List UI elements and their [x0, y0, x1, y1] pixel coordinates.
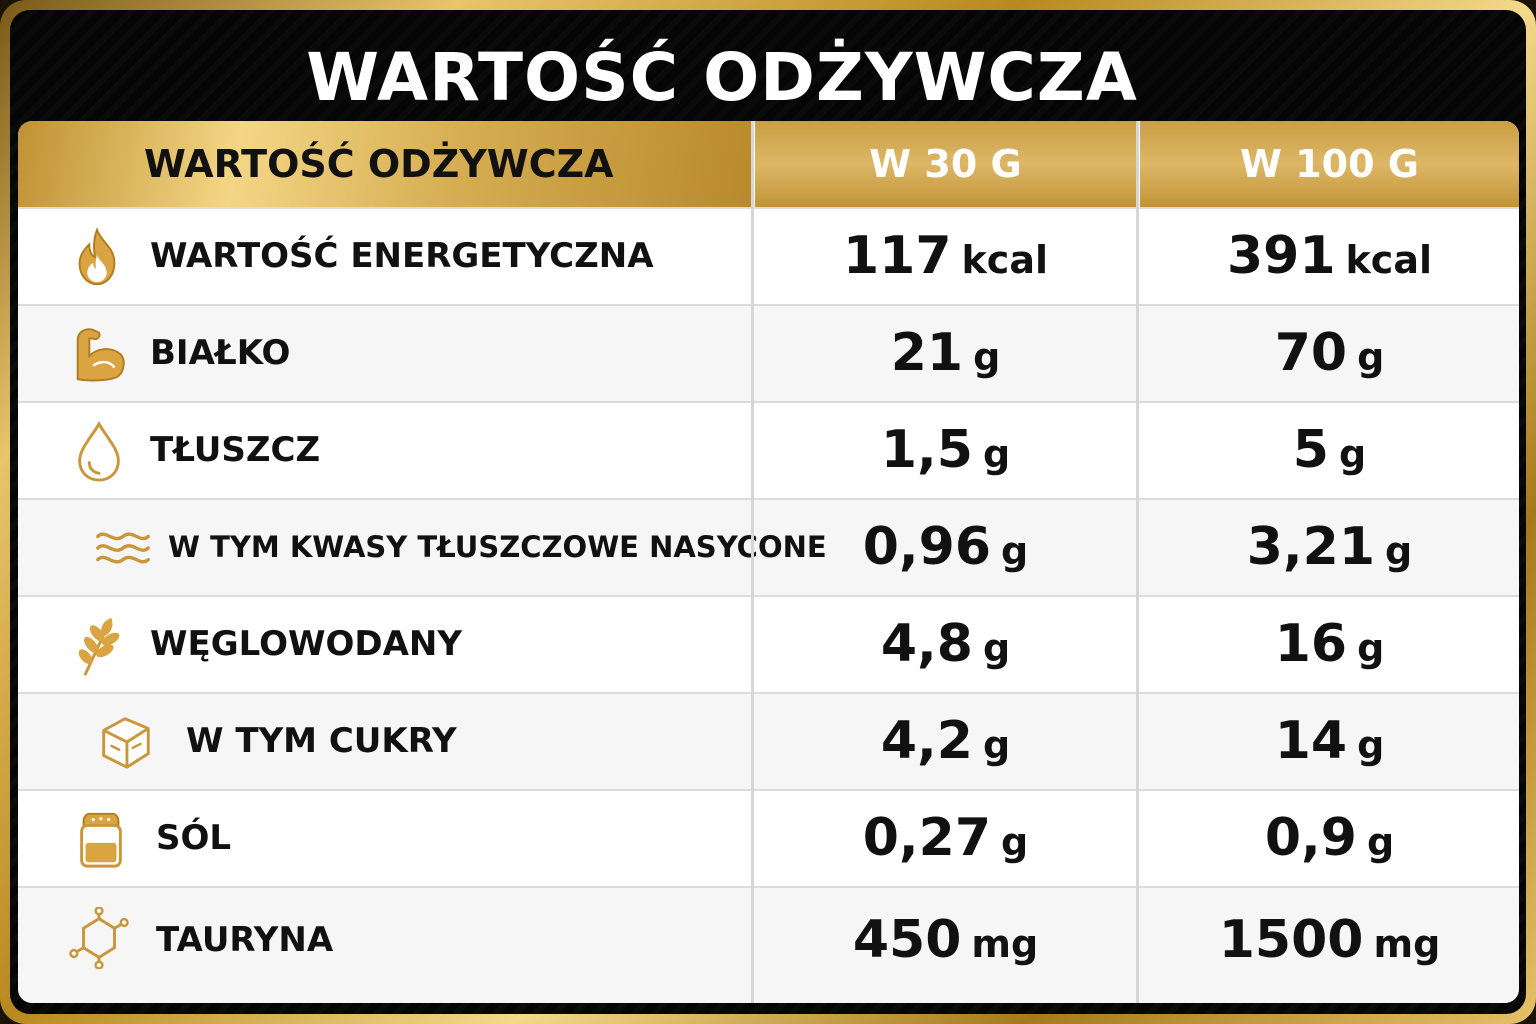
- row-label: WARTOŚĆ ENERGETYCZNA: [150, 236, 654, 276]
- table-row: WĘGLOWODANY 4,8 g 16 g: [18, 595, 1519, 692]
- value-unit: g: [1357, 723, 1385, 767]
- value-unit: g: [982, 626, 1011, 670]
- value-30g: 21 g: [755, 306, 1136, 401]
- sugar-cube-icon: [102, 716, 150, 769]
- value-unit: g: [1338, 432, 1367, 476]
- value-unit: g: [1357, 335, 1385, 379]
- value-unit: g: [1001, 529, 1029, 573]
- value-unit: g: [982, 723, 1011, 767]
- page-title: WARTOŚĆ ODŻYWCZA: [306, 39, 1138, 116]
- row-label: W TYM KWASY TŁUSZCZOWE NASYCONE: [168, 530, 827, 564]
- value-number: 0,9: [1264, 808, 1357, 868]
- value-number: 450: [852, 910, 962, 970]
- row-label: W TYM CUKRY: [186, 721, 457, 761]
- row-label: BIAŁKO: [150, 333, 291, 373]
- table-row: W TYM CUKRY 4,2 g 14 g: [18, 692, 1519, 789]
- value-100g: 16 g: [1140, 597, 1519, 692]
- value-number: 4,8: [880, 614, 973, 674]
- value-100g: 391 kcal: [1140, 209, 1519, 304]
- row-label: TŁUSZCZ: [150, 430, 321, 470]
- value-30g: 0,27 g: [755, 791, 1136, 886]
- salt-shaker-icon: [80, 812, 122, 868]
- value-number: 0,96: [862, 517, 992, 577]
- value-30g: 450 mg: [755, 893, 1136, 988]
- value-30g: 117 kcal: [755, 209, 1136, 304]
- header-per-30g: W 30 G: [755, 121, 1136, 207]
- value-number: 5: [1292, 420, 1329, 480]
- value-100g: 14 g: [1140, 694, 1519, 789]
- value-number: 1500: [1218, 910, 1364, 970]
- waves-icon: [96, 532, 150, 563]
- value-unit: mg: [1373, 922, 1441, 966]
- value-number: 21: [890, 323, 964, 383]
- value-unit: mg: [971, 922, 1039, 966]
- row-label: TAURYNA: [156, 920, 334, 960]
- value-unit: g: [1385, 529, 1413, 573]
- value-number: 0,27: [862, 808, 992, 868]
- value-unit: kcal: [1345, 238, 1432, 282]
- value-unit: g: [973, 335, 1001, 379]
- value-100g: 1500 mg: [1140, 893, 1519, 988]
- value-number: 70: [1274, 323, 1348, 383]
- wheat-icon: [78, 617, 120, 676]
- value-100g: 3,21 g: [1140, 500, 1519, 595]
- row-label: SÓL: [156, 818, 232, 858]
- value-number: 16: [1274, 614, 1348, 674]
- value-number: 4,2: [880, 711, 973, 771]
- drop-icon: [78, 420, 120, 482]
- value-unit: kcal: [961, 238, 1048, 282]
- header-name: WARTOŚĆ ODŻYWCZA: [18, 121, 751, 207]
- value-100g: 70 g: [1140, 306, 1519, 401]
- value-30g: 0,96 g: [755, 500, 1136, 595]
- column-divider: [751, 121, 754, 1003]
- table-row: WARTOŚĆ ENERGETYCZNA 117 kcal 391 kcal: [18, 207, 1519, 304]
- value-unit: g: [982, 432, 1011, 476]
- value-number: 117: [842, 226, 952, 286]
- molecule-icon: [69, 907, 129, 969]
- panel: WARTOŚĆ ODŻYWCZA WARTOŚĆ ODŻYWCZA W 30 G…: [10, 10, 1526, 1014]
- flame-icon: [78, 226, 116, 285]
- muscle-icon: [76, 327, 125, 381]
- table-row: TAURYNA 450 mg 1500 mg: [18, 886, 1519, 1003]
- value-unit: g: [1001, 820, 1029, 864]
- value-30g: 4,2 g: [755, 694, 1136, 789]
- value-unit: g: [1357, 626, 1385, 670]
- value-unit: g: [1366, 820, 1395, 864]
- table-row: BIAŁKO 21 g 70 g: [18, 304, 1519, 401]
- value-30g: 4,8 g: [755, 597, 1136, 692]
- value-number: 14: [1274, 711, 1348, 771]
- row-label: WĘGLOWODANY: [150, 624, 463, 664]
- value-100g: 0,9 g: [1140, 791, 1519, 886]
- value-number: 391: [1226, 226, 1336, 286]
- value-number: 3,21: [1246, 517, 1376, 577]
- nutrition-table: WARTOŚĆ ODŻYWCZA W 30 G W 100 G WARTOŚĆ …: [18, 121, 1519, 1003]
- column-divider: [1136, 121, 1139, 1003]
- value-number: 1,5: [880, 420, 973, 480]
- table-row: W TYM KWASY TŁUSZCZOWE NASYCONE 0,96 g 3,…: [18, 498, 1519, 595]
- header-per-100g: W 100 G: [1140, 121, 1519, 207]
- value-30g: 1,5 g: [755, 403, 1136, 498]
- table-row: SÓL 0,27 g 0,9 g: [18, 789, 1519, 886]
